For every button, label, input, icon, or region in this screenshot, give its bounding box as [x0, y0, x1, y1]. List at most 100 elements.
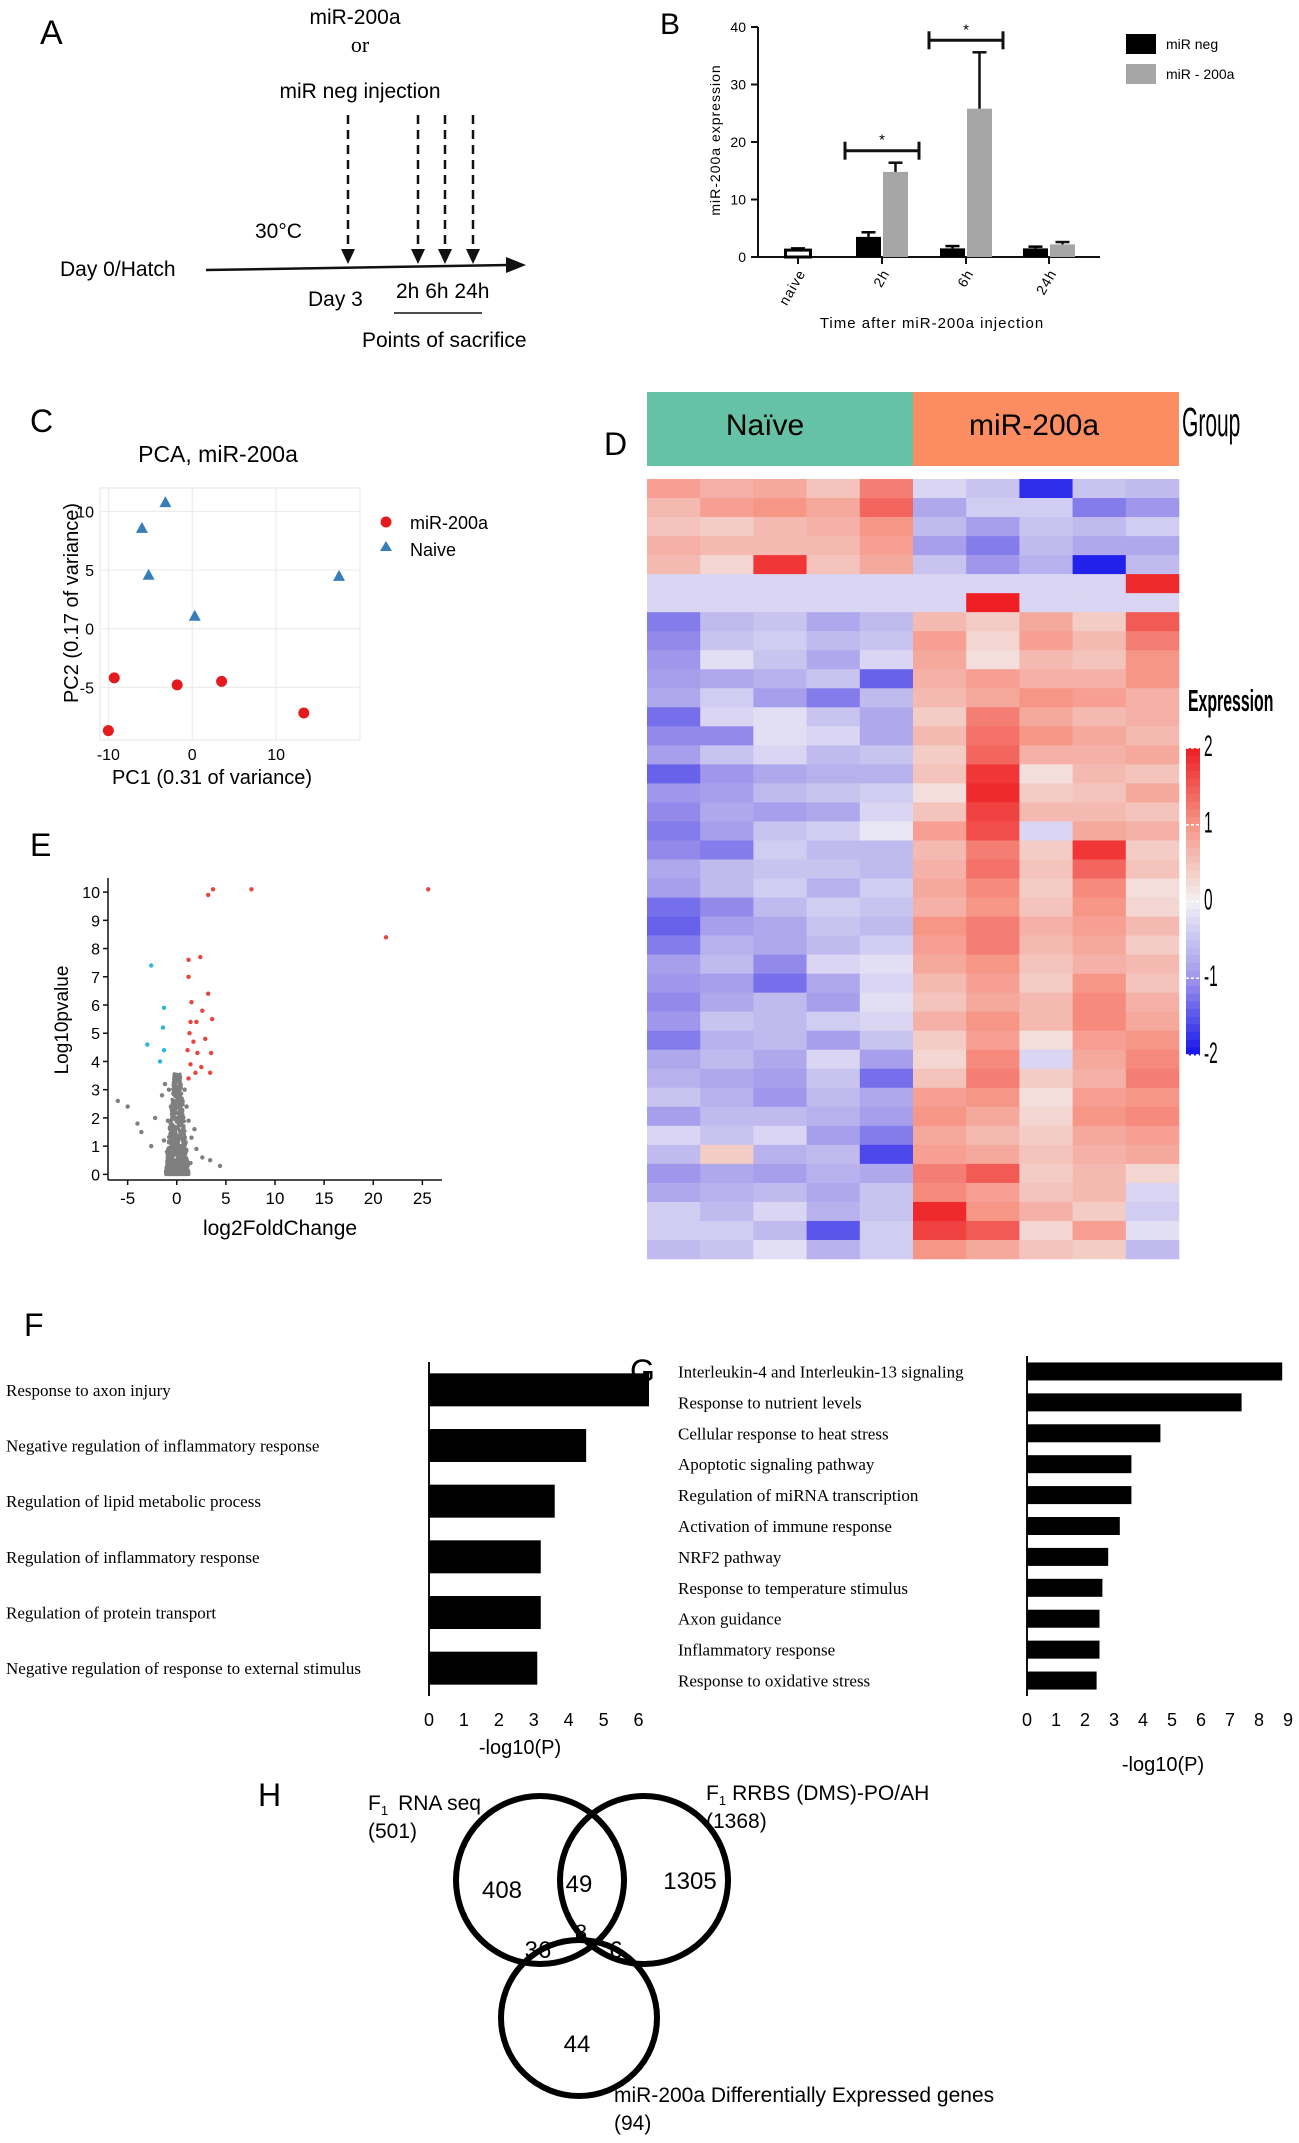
chart-e-point-ns: [179, 1121, 184, 1126]
chart-e-point-ns: [162, 1081, 168, 1087]
chart-c-x-tick-label: -10: [97, 747, 120, 764]
heatmap-cell: [859, 1163, 914, 1184]
heatmap-cell: [1072, 1030, 1127, 1051]
heatmap-cell: [753, 669, 807, 689]
heatmap-cell: [966, 840, 1020, 860]
heatmap-legend-swatch: [1186, 924, 1200, 933]
heatmap-cell: [647, 897, 701, 917]
heatmap-cell: [913, 1011, 967, 1032]
heatmap-cell: [753, 878, 807, 898]
heatmap-cell: [1072, 650, 1127, 670]
chart-e-point-up: [188, 1062, 193, 1067]
chart-e-y-tick-label: 0: [91, 1167, 100, 1184]
heatmap-cell: [913, 688, 967, 708]
heatmap-cell: [859, 916, 914, 936]
chart-e-point-ns: [180, 1153, 184, 1157]
heatmap-cell: [913, 1144, 967, 1165]
chart-b-bar-miRneg-2h: [856, 236, 881, 257]
heatmap-cell: [753, 726, 807, 746]
heatmap-cell: [1072, 1049, 1127, 1070]
heatmap-cell: [700, 916, 754, 936]
venn-region-abc: 8: [575, 1920, 587, 1945]
chart-g-bar: [1027, 1547, 1109, 1566]
heatmap-cell: [859, 631, 914, 651]
heatmap-cell: [1125, 1163, 1180, 1184]
heatmap-cell: [647, 1068, 701, 1089]
heatmap-cell: [806, 1030, 861, 1051]
heatmap-legend-swatch: [1186, 939, 1200, 949]
chart-e-point-ns: [181, 1102, 185, 1107]
heatmap-cell: [753, 1182, 807, 1203]
heatmap-cell: [1125, 1087, 1180, 1108]
heatmap-cell: [966, 1106, 1020, 1127]
chart-f-x-tick-label: 5: [599, 1710, 609, 1730]
chart-e-point-ns: [175, 1150, 180, 1155]
heatmap-cell: [753, 1239, 807, 1260]
group-label-naive: Naïve: [726, 409, 804, 442]
heatmap-cell: [913, 707, 967, 727]
temperature-label: 30°C: [255, 220, 302, 243]
chart-e-y-tick-label: 2: [91, 1111, 100, 1128]
heatmap-cell: [753, 536, 807, 556]
chart-e-y-tick-label: 6: [91, 998, 100, 1015]
chart-e-point-ns: [192, 1126, 197, 1132]
heatmap-cell: [647, 517, 701, 537]
heatmap-cell: [966, 555, 1020, 575]
chart-g-category-label: Activation of immune response: [678, 1517, 892, 1536]
chart-e-point-ns: [165, 1118, 171, 1123]
heatmap-legend-swatch: [1186, 1024, 1200, 1033]
heatmap-cell: [1072, 783, 1127, 803]
chart-f-bar: [429, 1540, 541, 1574]
heatmap-legend-swatch: [1186, 863, 1200, 872]
heatmap-cell: [913, 973, 967, 993]
heatmap-cell: [966, 669, 1020, 689]
heatmap-cell: [859, 1068, 914, 1089]
chart-e-y-tick-label: 4: [91, 1054, 100, 1071]
heatmap-legend-swatch: [1186, 748, 1200, 757]
chart-c-y-tick-label: -5: [80, 680, 94, 697]
heatmap-cell: [700, 878, 754, 898]
heatmap-cell: [647, 992, 701, 1012]
heatmap-cell: [966, 1220, 1020, 1241]
heatmap-cell: [806, 916, 861, 936]
heatmap-cell: [700, 479, 754, 499]
heatmap-legend-swatch: [1186, 1039, 1200, 1048]
heatmap-cell: [1019, 897, 1073, 917]
chart-f-x-tick-label: 2: [494, 1710, 504, 1730]
heatmap-cell: [1125, 954, 1180, 974]
heatmap-cell: [966, 783, 1020, 803]
heatmap-cell: [859, 764, 914, 784]
chart-g-x-tick-label: 1: [1051, 1710, 1061, 1730]
heatmap-cell: [859, 992, 914, 1012]
heatmap-cell: [753, 707, 807, 727]
heatmap-cell: [753, 764, 807, 784]
chart-g-category-label: Apoptotic signaling pathway: [678, 1455, 875, 1474]
chart-e-point-ns: [168, 1146, 173, 1150]
heatmap-cell: [1072, 878, 1127, 898]
heatmap-cell: [700, 840, 754, 860]
chart-g-bar: [1027, 1362, 1283, 1381]
heatmap-cell: [647, 707, 701, 727]
heatmap-legend-swatch: [1186, 1016, 1200, 1025]
heatmap-cell: [1019, 954, 1073, 974]
panel-label-d: D: [604, 426, 627, 462]
heatmap-cell: [753, 688, 807, 708]
heatmap-cell: [700, 1087, 754, 1108]
heatmap-cell: [1019, 1106, 1073, 1127]
heatmap-legend-swatch: [1186, 955, 1200, 964]
heatmap-cell: [913, 1087, 967, 1108]
heatmap-cell: [913, 859, 967, 879]
heatmap-cell: [859, 1239, 914, 1260]
heatmap-cell: [806, 764, 861, 784]
heatmap-legend-tick-label: 2: [1204, 731, 1213, 764]
heatmap-cell: [700, 1030, 754, 1051]
heatmap-cell: [859, 859, 914, 879]
heatmap-cell: [1072, 973, 1127, 993]
chart-g-bar: [1027, 1424, 1161, 1443]
heatmap-legend-swatch: [1186, 1008, 1200, 1018]
chart-e-point-ns: [182, 1157, 186, 1162]
heatmap-cell: [806, 1068, 861, 1089]
chart-e-ylabel: Log10pvalue: [52, 966, 73, 1075]
heatmap-cell: [966, 916, 1020, 936]
chart-e-x-tick-label: 5: [221, 1189, 230, 1208]
